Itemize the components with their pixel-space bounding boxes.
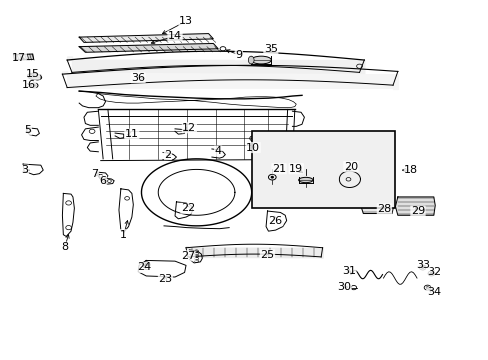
Circle shape	[144, 264, 147, 266]
Text: 10: 10	[245, 143, 260, 153]
Text: 23: 23	[158, 274, 172, 284]
Polygon shape	[395, 197, 434, 215]
Text: 27: 27	[181, 251, 195, 261]
Text: 30: 30	[337, 282, 350, 292]
Text: 5: 5	[24, 125, 31, 135]
Ellipse shape	[298, 177, 312, 183]
Text: 25: 25	[260, 250, 274, 260]
Text: 17: 17	[12, 53, 26, 63]
Text: 9: 9	[235, 50, 242, 60]
Text: 34: 34	[426, 287, 440, 297]
Polygon shape	[79, 44, 218, 52]
Text: 2: 2	[164, 150, 171, 159]
Text: 31: 31	[341, 266, 355, 276]
Ellipse shape	[248, 56, 254, 64]
Circle shape	[429, 273, 431, 274]
Text: 6: 6	[100, 176, 106, 186]
Text: 1: 1	[120, 230, 127, 240]
Text: 12: 12	[182, 123, 196, 133]
Circle shape	[271, 176, 273, 178]
Text: 14: 14	[167, 31, 182, 41]
Text: 24: 24	[137, 262, 151, 273]
Ellipse shape	[27, 73, 41, 80]
Text: 19: 19	[288, 164, 303, 174]
Text: 15: 15	[26, 69, 40, 79]
Text: 36: 36	[131, 73, 145, 83]
Text: 28: 28	[377, 204, 391, 214]
Bar	[251, 131, 395, 208]
Text: 22: 22	[181, 203, 195, 213]
Text: 32: 32	[426, 267, 440, 278]
Ellipse shape	[251, 56, 271, 64]
Text: 11: 11	[124, 129, 139, 139]
Circle shape	[426, 287, 427, 288]
Text: 35: 35	[264, 45, 277, 54]
Text: 29: 29	[410, 206, 424, 216]
Text: 20: 20	[343, 162, 357, 172]
Text: 18: 18	[404, 165, 417, 175]
Text: 7: 7	[91, 168, 99, 179]
Circle shape	[421, 267, 423, 268]
Circle shape	[34, 85, 36, 86]
Text: 8: 8	[61, 242, 68, 252]
Polygon shape	[14, 54, 34, 60]
Circle shape	[252, 138, 254, 139]
Text: 13: 13	[179, 16, 193, 26]
Polygon shape	[360, 196, 393, 213]
Text: 4: 4	[214, 146, 221, 156]
Text: 3: 3	[21, 165, 28, 175]
Text: 16: 16	[22, 80, 36, 90]
Text: 21: 21	[271, 164, 285, 174]
Text: 33: 33	[415, 260, 429, 270]
Polygon shape	[79, 33, 213, 42]
Text: 26: 26	[268, 216, 282, 226]
